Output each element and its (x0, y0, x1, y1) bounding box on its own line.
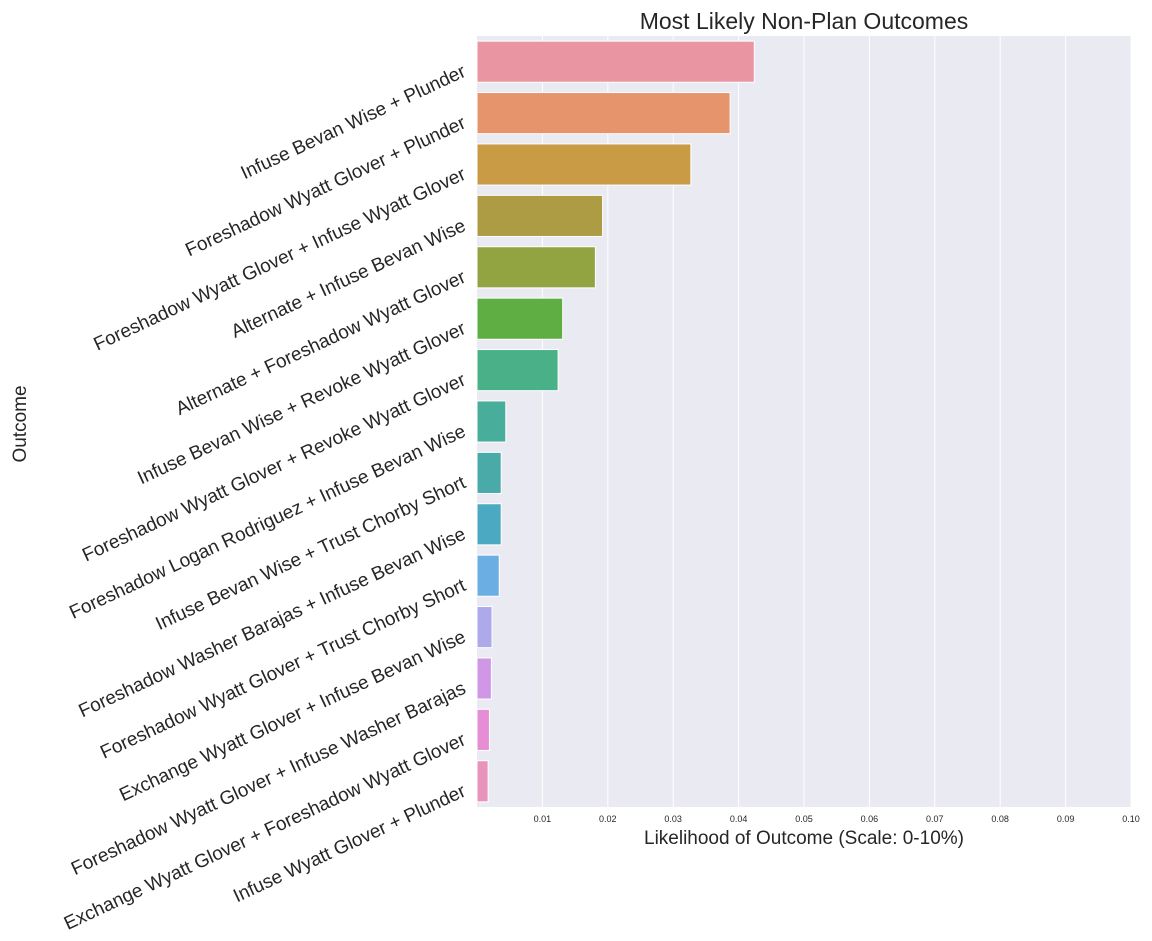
bar (476, 246, 596, 289)
bar (476, 400, 507, 443)
bar (476, 657, 492, 700)
x-tick-label: 0.05 (795, 814, 813, 824)
bar (476, 451, 502, 494)
bar (476, 40, 755, 83)
chart-title: Most Likely Non-Plan Outcomes (640, 8, 969, 34)
x-tick-label: 0.04 (730, 814, 748, 824)
x-tick-label: 0.02 (599, 814, 617, 824)
y-axis-label: Outcome (10, 385, 31, 462)
x-tick-label: 0.01 (534, 814, 552, 824)
bar (476, 92, 731, 135)
y-tick-label: Exchange Wyatt Glover + Foreshadow Wyatt… (61, 729, 470, 934)
x-tick-label: 0.09 (1057, 814, 1075, 824)
x-tick-label: 0.10 (1122, 814, 1140, 824)
y-tick-label: Foreshadow Wyatt Glover + Infuse Washer … (68, 678, 469, 880)
bar (476, 143, 692, 186)
x-tick-label: 0.08 (991, 814, 1009, 824)
bar (476, 708, 490, 751)
bar (476, 194, 604, 237)
bar (476, 760, 489, 803)
x-tick-labels: 0.01 0.02 0.03 0.04 0.05 0.06 0.07 0.08 0.09 0.10 (534, 814, 1140, 824)
bar (476, 503, 502, 546)
x-tick-label: 0.06 (861, 814, 879, 824)
x-axis-label: Likelihood of Outcome (Scale: 0-10%) (644, 828, 964, 849)
bars (476, 40, 755, 803)
x-tick-label: 0.03 (664, 814, 682, 824)
bar (476, 297, 564, 340)
bar (476, 606, 493, 649)
x-tick-label: 0.07 (926, 814, 944, 824)
bar (476, 554, 500, 597)
y-tick-label: Foreshadow Logan Rodriguez + Infuse Beva… (66, 421, 469, 624)
y-tick-label: Foreshadow Washer Barajas + Infuse Bevan… (76, 524, 469, 722)
bar (476, 349, 559, 392)
